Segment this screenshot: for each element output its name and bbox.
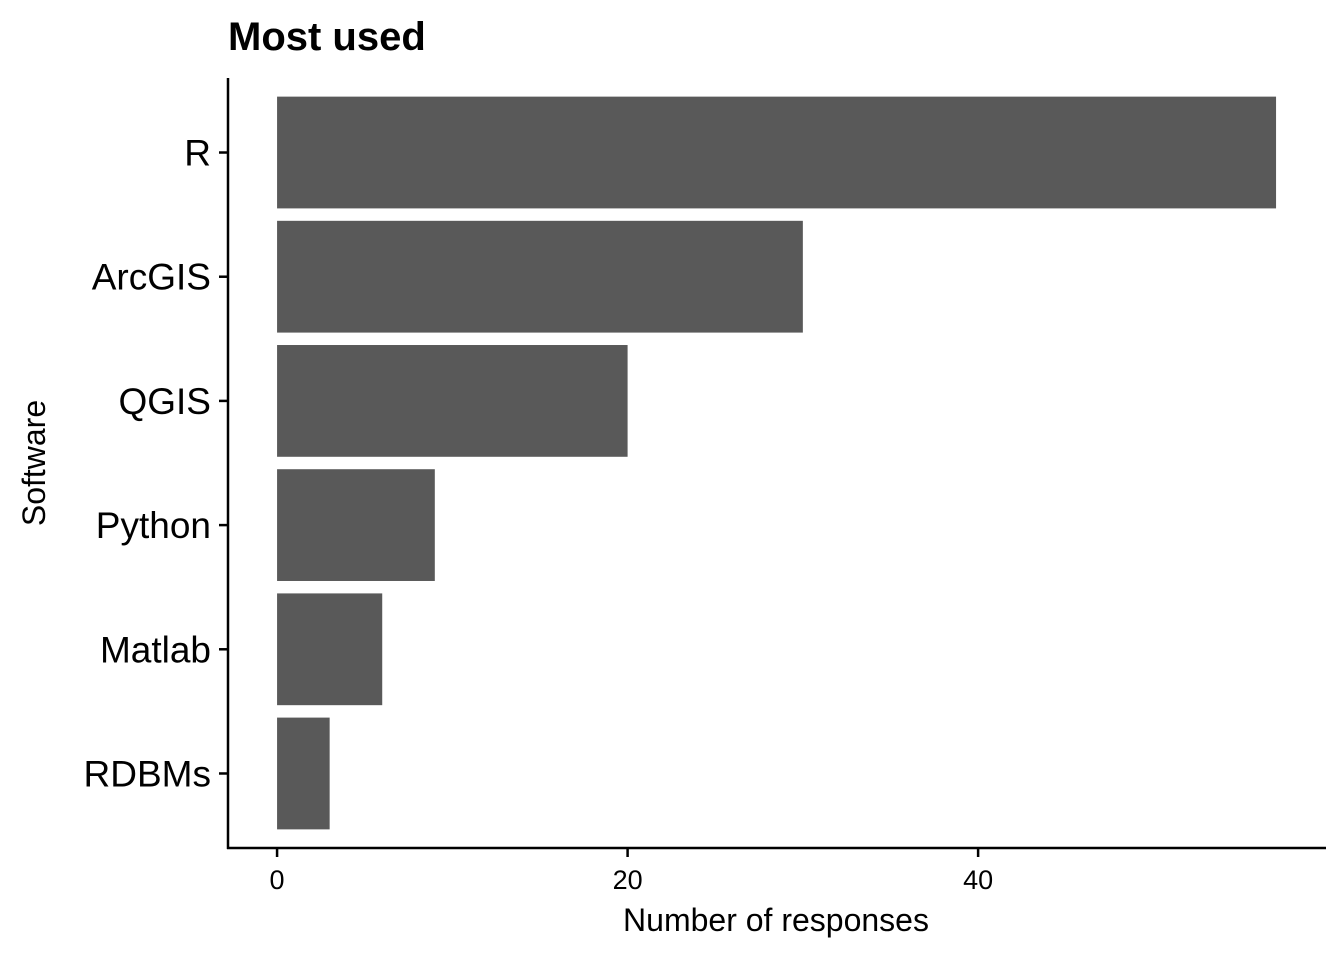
x-tick-label-20: 20 xyxy=(613,865,643,895)
y-axis-title: Software xyxy=(16,400,52,526)
y-axis-ticks: R ArcGIS QGIS Python Matlab RDBMs xyxy=(84,133,228,794)
bar-python xyxy=(277,469,435,581)
y-tick-label-matlab: Matlab xyxy=(100,629,211,670)
x-tick-label-0: 0 xyxy=(270,865,285,895)
y-tick-label-arcgis: ArcGIS xyxy=(92,257,211,298)
x-axis-ticks: 0 20 40 xyxy=(270,848,993,895)
bar-qgis xyxy=(277,345,628,457)
x-axis-title: Number of responses xyxy=(623,902,929,938)
y-tick-label-qgis: QGIS xyxy=(118,381,211,422)
y-tick-label-r: R xyxy=(184,133,211,174)
y-tick-label-python: Python xyxy=(96,505,211,546)
bar-arcgis xyxy=(277,220,803,333)
y-tick-label-rdbms: RDBMs xyxy=(84,753,211,794)
chart-title: Most used xyxy=(228,15,426,59)
bar-r xyxy=(277,96,1277,209)
x-tick-label-40: 40 xyxy=(963,865,993,895)
bar-matlab xyxy=(277,593,383,706)
bar-rdbms xyxy=(277,717,330,830)
bars-group xyxy=(277,96,1277,830)
